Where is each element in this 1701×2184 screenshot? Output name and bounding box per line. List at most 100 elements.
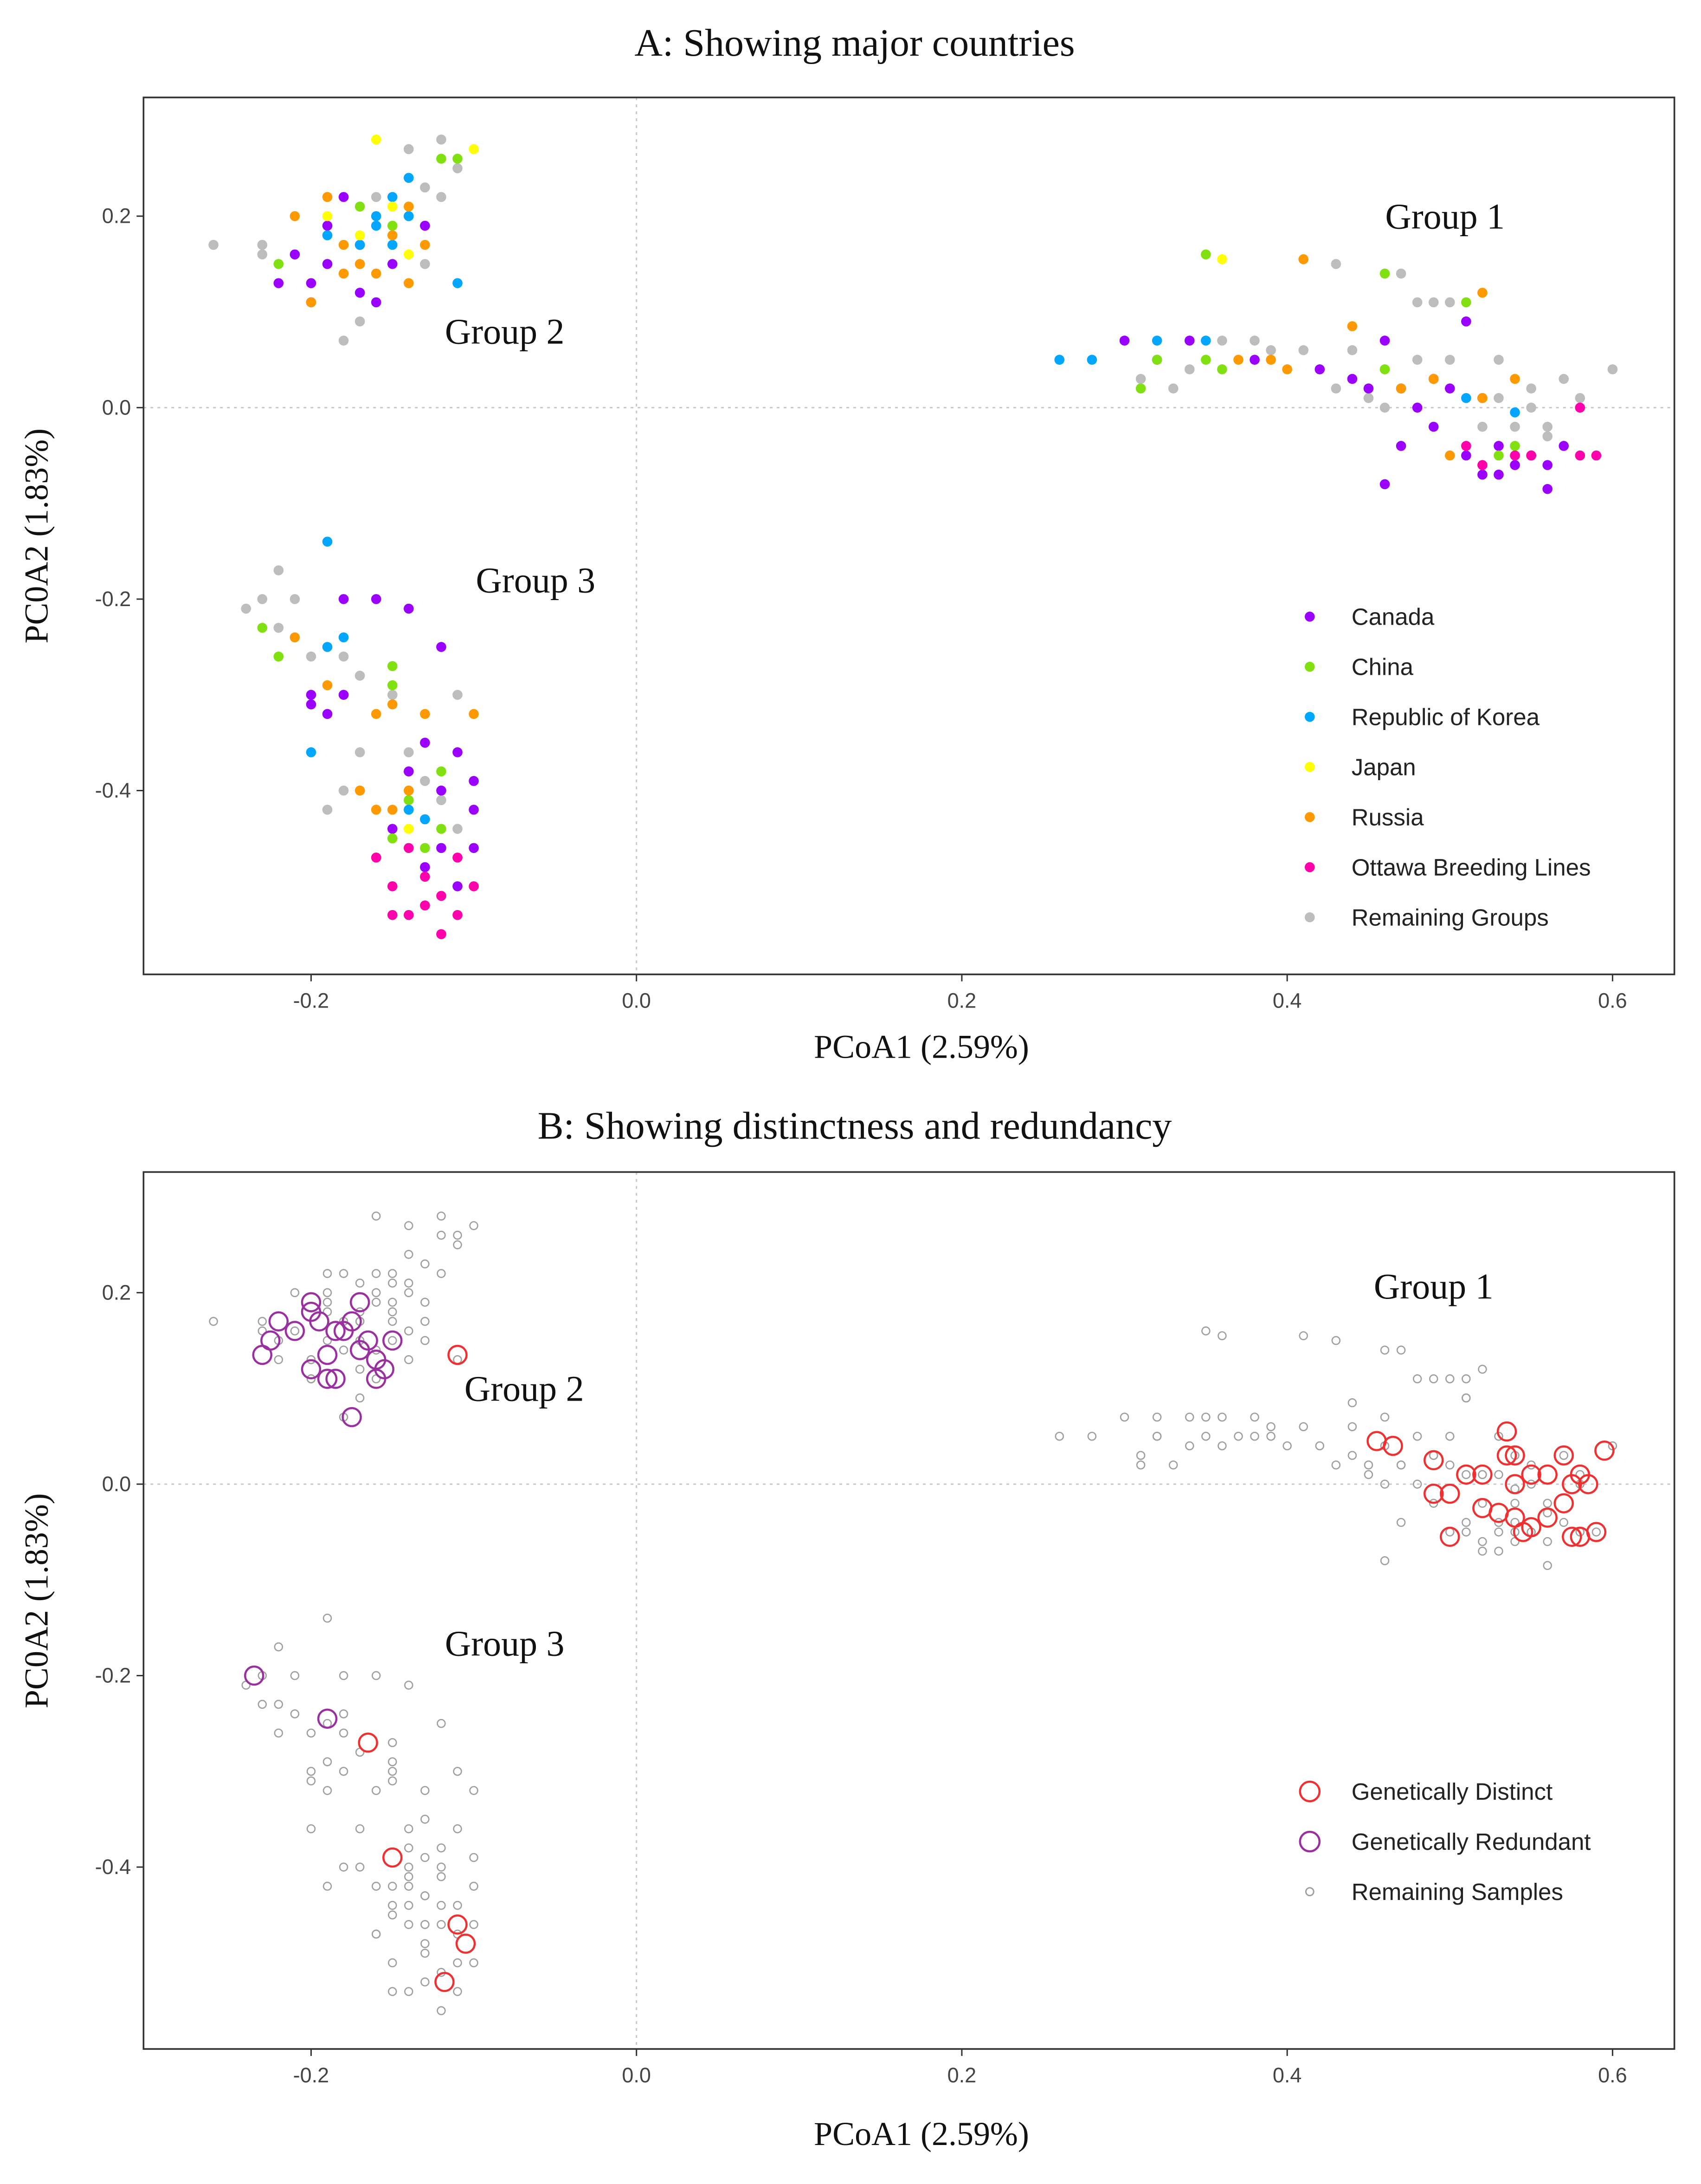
point-remaining-groups bbox=[241, 603, 251, 614]
point-remaining-samples bbox=[404, 1824, 413, 1834]
point-russia bbox=[1510, 374, 1520, 384]
point-remaining-samples bbox=[1152, 1412, 1162, 1422]
point-canada bbox=[273, 278, 284, 288]
point-remaining-samples bbox=[290, 1288, 300, 1298]
point-genetically-distinct bbox=[1472, 1464, 1493, 1485]
point-remaining-groups bbox=[1494, 393, 1504, 403]
point-remaining-groups bbox=[257, 239, 268, 250]
point-remaining-samples bbox=[388, 1298, 397, 1307]
point-remaining-groups bbox=[273, 622, 284, 633]
point-remaining-samples bbox=[388, 1900, 397, 1910]
point-remaining-samples bbox=[355, 1824, 365, 1834]
point-remaining-samples bbox=[1120, 1412, 1129, 1422]
point-remaining-groups bbox=[1396, 268, 1406, 279]
point-remaining-samples bbox=[420, 1336, 430, 1345]
point-remaining-groups bbox=[1331, 259, 1341, 269]
point-remaining-samples bbox=[1478, 1470, 1487, 1480]
point-genetically-distinct bbox=[1496, 1445, 1517, 1466]
point-russia bbox=[469, 709, 479, 719]
point-remaining-samples bbox=[469, 1920, 478, 1929]
point-ottawa-breeding-lines bbox=[420, 872, 430, 882]
point-russia bbox=[1444, 450, 1455, 461]
point-russia bbox=[290, 211, 300, 221]
point-remaining-samples bbox=[453, 1767, 462, 1776]
x-tick-label: 0.4 bbox=[1273, 2063, 1302, 2087]
point-japan bbox=[404, 824, 414, 834]
point-canada bbox=[354, 287, 365, 298]
point-remaining-groups bbox=[1217, 336, 1227, 346]
legend-label: Ottawa Breeding Lines bbox=[1352, 854, 1591, 881]
point-remaining-groups bbox=[1184, 364, 1195, 375]
point-remaining-samples bbox=[371, 1288, 381, 1298]
point-remaining-samples bbox=[1250, 1412, 1259, 1422]
point-republic-of-korea bbox=[371, 220, 381, 231]
point-genetically-distinct bbox=[1561, 1526, 1582, 1547]
point-japan bbox=[371, 134, 381, 145]
point-remaining-samples bbox=[1396, 1345, 1406, 1355]
point-remaining-groups bbox=[1135, 374, 1146, 384]
points bbox=[209, 1211, 1617, 2016]
point-russia bbox=[338, 239, 349, 250]
point-genetically-redundant bbox=[244, 1665, 264, 1686]
point-remaining-samples bbox=[339, 1345, 348, 1355]
point-canada bbox=[387, 259, 398, 269]
point-genetically-distinct bbox=[1521, 1517, 1541, 1538]
point-russia bbox=[420, 709, 430, 719]
point-canada bbox=[1444, 383, 1455, 394]
point-remaining-samples bbox=[1299, 1331, 1308, 1340]
point-remaining-samples bbox=[322, 1881, 332, 1891]
point-genetically-redundant bbox=[268, 1311, 289, 1332]
legend: Genetically Distinct Genetically Redundan… bbox=[1299, 1778, 1591, 1905]
point-russia bbox=[1233, 355, 1244, 365]
point-china bbox=[1510, 441, 1520, 451]
point-remaining-samples bbox=[453, 1824, 462, 1834]
group-annotation: Group 2 bbox=[445, 311, 565, 351]
point-remaining-groups bbox=[436, 134, 446, 145]
point-remaining-samples bbox=[1250, 1432, 1259, 1441]
x-axis-label: PCoA1 (2.59%) bbox=[814, 1028, 1029, 1066]
legend-label: Russia bbox=[1352, 804, 1424, 831]
point-remaining-samples bbox=[437, 1230, 446, 1240]
point-russia bbox=[1266, 355, 1276, 365]
point-genetically-redundant bbox=[284, 1321, 305, 1341]
point-remaining-samples bbox=[404, 1250, 413, 1259]
y-tick-label: -0.2 bbox=[95, 1664, 131, 1687]
point-remaining-groups bbox=[1412, 355, 1423, 365]
point-republic-of-korea bbox=[354, 239, 365, 250]
point-genetically-distinct bbox=[1553, 1493, 1574, 1513]
point-remaining-groups bbox=[322, 804, 333, 815]
point-canada bbox=[371, 594, 381, 604]
point-remaining-samples bbox=[306, 1374, 316, 1383]
point-ottawa-breeding-lines bbox=[404, 843, 414, 853]
point-remaining-samples bbox=[1478, 1364, 1487, 1374]
point-remaining-samples bbox=[453, 1355, 462, 1364]
point-remaining-samples bbox=[306, 1728, 316, 1738]
point-remaining-samples bbox=[388, 1757, 397, 1766]
legend-marker bbox=[1305, 1887, 1314, 1897]
point-genetically-distinct bbox=[1456, 1464, 1476, 1485]
point-remaining-samples bbox=[404, 1355, 413, 1364]
legend-marker bbox=[1304, 711, 1315, 722]
point-canada bbox=[420, 737, 430, 748]
point-remaining-samples bbox=[1218, 1412, 1227, 1422]
point-republic-of-korea bbox=[387, 239, 398, 250]
point-remaining-samples bbox=[1462, 1470, 1471, 1480]
point-remaining-samples bbox=[371, 1671, 381, 1680]
point-remaining-samples bbox=[1478, 1499, 1487, 1508]
point-canada bbox=[322, 259, 333, 269]
point-genetically-redundant bbox=[301, 1359, 322, 1380]
point-canada bbox=[1542, 460, 1553, 470]
point-remaining-groups bbox=[1494, 355, 1504, 365]
point-remaining-groups bbox=[1526, 383, 1536, 394]
point-russia bbox=[306, 297, 316, 308]
point-canada bbox=[404, 766, 414, 777]
panel-b: B: Showing distinctness and redundancy PC… bbox=[18, 1104, 1675, 2152]
point-canada bbox=[1494, 441, 1504, 451]
point-genetically-distinct bbox=[1423, 1483, 1444, 1504]
point-remaining-groups bbox=[257, 249, 268, 260]
point-remaining-samples bbox=[371, 1298, 381, 1307]
point-remaining-samples bbox=[306, 1776, 316, 1786]
point-remaining-samples bbox=[1478, 1537, 1487, 1546]
point-canada bbox=[1379, 479, 1390, 490]
